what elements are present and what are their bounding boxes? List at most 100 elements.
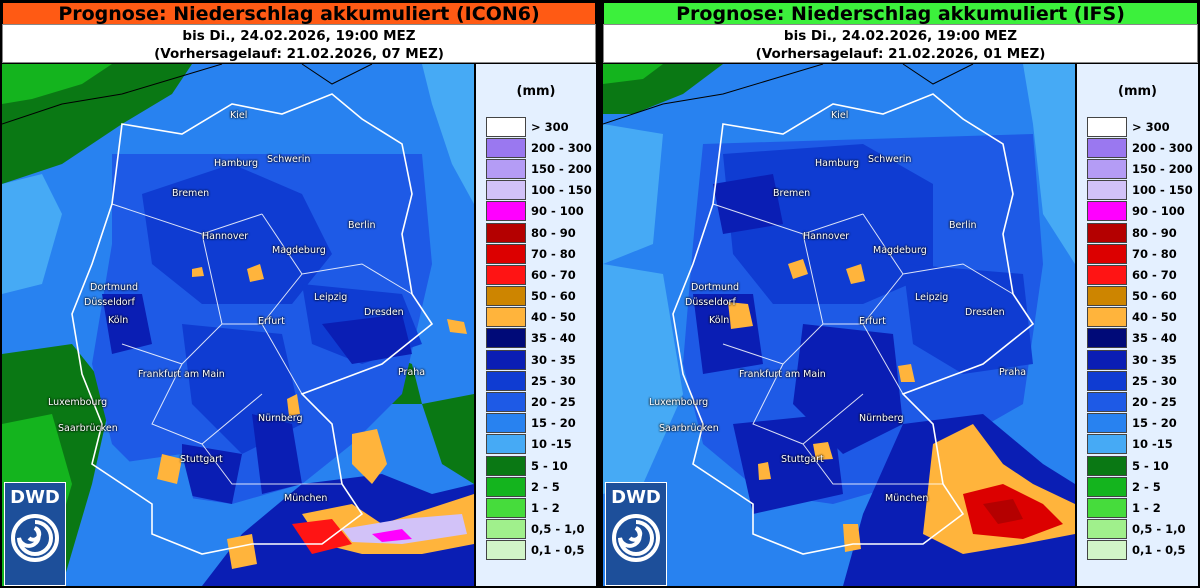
legend-swatch — [486, 434, 526, 455]
legend-label: 0,1 - 0,5 — [1132, 543, 1186, 558]
legend-label: 20 - 25 — [531, 395, 576, 410]
legend-label: 90 - 100 — [1132, 204, 1185, 219]
legend-row: 10 -15 — [1087, 434, 1193, 455]
panel-subtitle: bis Di., 24.02.2026, 19:00 MEZ (Vorhersa… — [603, 24, 1198, 63]
legend-label: 80 - 90 — [531, 225, 576, 240]
legend-unit: (mm) — [1118, 84, 1157, 99]
legend-swatch — [486, 455, 526, 476]
legend-label: 10 -15 — [1132, 437, 1173, 452]
icon6-panel: Prognose: Niederschlag akkumuliert (ICON… — [0, 0, 598, 588]
city-label: Luxembourg — [48, 397, 108, 408]
dwd-swirl-icon — [612, 514, 660, 562]
legend-swatch — [486, 158, 526, 179]
legend-row: 2 - 5 — [486, 476, 592, 497]
legend-row: 40 - 50 — [486, 307, 592, 328]
legend-label: 100 - 150 — [1132, 183, 1193, 198]
legend-label: 70 - 80 — [1132, 246, 1177, 261]
legend-row: 70 - 80 — [1087, 243, 1193, 264]
valid-time: bis Di., 24.02.2026, 19:00 MEZ — [783, 28, 1018, 44]
city-label: Hannover — [202, 231, 249, 242]
city-label: Dortmund — [90, 282, 139, 293]
city-label: Schwerin — [868, 154, 912, 165]
legend-row: 5 - 10 — [1087, 455, 1193, 476]
legend-row: 80 - 90 — [1087, 222, 1193, 243]
legend-label: 0,5 - 1,0 — [531, 522, 585, 537]
city-label: Magdeburg — [873, 245, 927, 256]
legend-label: 10 -15 — [531, 437, 572, 452]
legend-swatch — [486, 243, 526, 264]
city-label: Praha — [999, 367, 1027, 378]
legend-row: 100 - 150 — [1087, 180, 1193, 201]
city-label: Erfurt — [258, 316, 285, 327]
city-label: Dresden — [965, 307, 1005, 318]
legend-swatch — [486, 180, 526, 201]
legend-label: 150 - 200 — [1132, 161, 1193, 176]
legend-label: 200 - 300 — [531, 140, 592, 155]
legend-swatch — [486, 519, 526, 540]
legend-row: 60 - 70 — [1087, 264, 1193, 285]
precip-map: Kiel Hamburg Schwerin Bremen Berlin Hann… — [603, 64, 1075, 586]
legend-row: 30 - 35 — [1087, 349, 1193, 370]
city-label: Hannover — [803, 231, 850, 242]
city-label: Stuttgart — [180, 454, 223, 465]
legend-swatch — [486, 476, 526, 497]
legend-label: 50 - 60 — [1132, 289, 1177, 304]
legend: (mm) > 300 200 - 300 150 - 200 100 - 150 90 … — [1077, 64, 1198, 586]
legend-label: 150 - 200 — [531, 161, 592, 176]
legend-label: > 300 — [1132, 119, 1170, 134]
dwd-swirl-icon — [11, 514, 59, 562]
city-label: Frankfurt am Main — [739, 369, 826, 380]
city-label: Dresden — [364, 307, 404, 318]
legend-row: 70 - 80 — [486, 243, 592, 264]
legend-row: 150 - 200 — [486, 158, 592, 179]
legend-label: 25 - 30 — [531, 373, 576, 388]
legend-swatch — [1087, 116, 1127, 137]
dwd-logo: DWD — [605, 482, 667, 586]
legend-label: 1 - 2 — [531, 500, 560, 515]
city-label: Bremen — [773, 188, 811, 199]
legend-label: 15 - 20 — [1132, 416, 1177, 431]
legend-swatch — [1087, 349, 1127, 370]
legend-row: 25 - 30 — [486, 370, 592, 391]
legend-swatch — [486, 116, 526, 137]
legend-swatch — [1087, 222, 1127, 243]
legend-row: 60 - 70 — [486, 264, 592, 285]
legend-label: 200 - 300 — [1132, 140, 1193, 155]
legend-row: 90 - 100 — [486, 201, 592, 222]
legend-swatch — [486, 201, 526, 222]
legend-swatch — [1087, 286, 1127, 307]
legend-swatch — [1087, 264, 1127, 285]
legend-swatch — [486, 264, 526, 285]
legend-swatch — [486, 540, 526, 561]
legend-swatch — [486, 286, 526, 307]
legend-label: 50 - 60 — [531, 289, 576, 304]
legend-row: 15 - 20 — [1087, 413, 1193, 434]
legend-row: 100 - 150 — [486, 180, 592, 201]
city-label: Kiel — [831, 110, 849, 121]
legend-label: 80 - 90 — [1132, 225, 1177, 240]
legend-swatch — [1087, 201, 1127, 222]
legend-label: > 300 — [531, 119, 569, 134]
legend-swatch — [486, 137, 526, 158]
city-label: Saarbrücken — [659, 423, 719, 434]
legend-label: 70 - 80 — [531, 246, 576, 261]
legend-label: 20 - 25 — [1132, 395, 1177, 410]
legend-swatch — [1087, 392, 1127, 413]
legend-row: 0,5 - 1,0 — [486, 519, 592, 540]
city-label: München — [284, 493, 328, 504]
legend-swatch — [486, 413, 526, 434]
legend-label: 40 - 50 — [1132, 310, 1177, 325]
legend-label: 0,5 - 1,0 — [1132, 522, 1186, 537]
legend-label: 2 - 5 — [531, 479, 560, 494]
city-label: Nürnberg — [258, 413, 303, 424]
logo-text: DWD — [10, 487, 60, 508]
legend-label: 60 - 70 — [531, 267, 576, 282]
panel-subtitle: bis Di., 24.02.2026, 19:00 MEZ (Vorhersa… — [2, 24, 596, 63]
legend-swatch — [1087, 137, 1127, 158]
city-label: Köln — [108, 315, 129, 326]
legend-label: 35 - 40 — [531, 331, 576, 346]
legend-swatch — [1087, 476, 1127, 497]
legend-swatch — [1087, 307, 1127, 328]
legend-label: 2 - 5 — [1132, 479, 1161, 494]
legend-swatch — [1087, 519, 1127, 540]
